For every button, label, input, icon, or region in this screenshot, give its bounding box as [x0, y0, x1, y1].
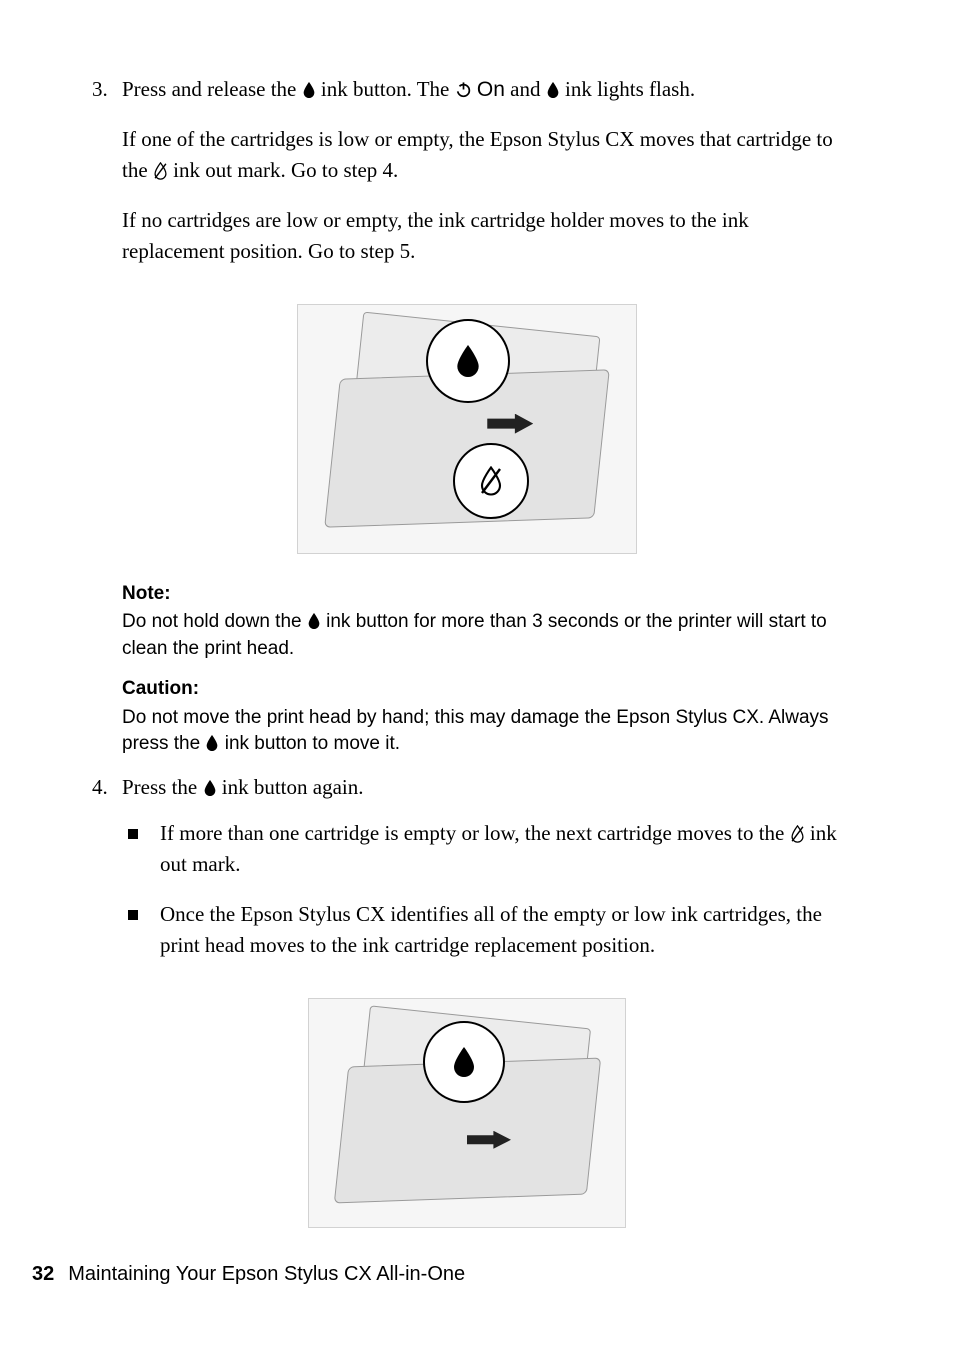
- step-3-number: 3.: [80, 74, 122, 286]
- square-bullet-icon: [122, 818, 160, 881]
- caution-body: Do not move the print head by hand; this…: [122, 705, 854, 758]
- square-bullet-icon: [122, 899, 160, 962]
- step-3-para-2: If one of the cartridges is low or empty…: [122, 124, 854, 187]
- ink-out-icon: [153, 158, 168, 182]
- bullet-2-text: Once the Epson Stylus CX identifies all …: [160, 899, 854, 962]
- list-item: If more than one cartridge is empty or l…: [122, 818, 854, 881]
- page-number: 32: [32, 1263, 54, 1285]
- text-fragment: ink button. The: [316, 77, 455, 101]
- text-fragment: ink button to move it.: [219, 733, 400, 754]
- text-fragment: ink button again.: [217, 775, 364, 799]
- ink-icon: [205, 733, 219, 754]
- text-fragment: Do not hold down the: [122, 611, 307, 632]
- figure-1: [297, 304, 637, 554]
- figure-2: [308, 998, 626, 1228]
- ink-icon: [302, 77, 316, 101]
- caution-block: Caution: Do not move the print head by h…: [122, 676, 854, 758]
- step-3-para-3: If no cartridges are low or empty, the i…: [122, 205, 854, 268]
- ink-icon: [546, 77, 560, 101]
- page-footer: 32 Maintaining Your Epson Stylus CX All-i…: [32, 1263, 465, 1286]
- caution-heading: Caution:: [122, 676, 854, 703]
- document-page: 3. Press and release the ink button. The…: [0, 0, 954, 1352]
- list-item: Once the Epson Stylus CX identifies all …: [122, 899, 854, 962]
- figure-2-row: [80, 998, 854, 1233]
- footer-section-title: Maintaining Your Epson Stylus CX All-in-…: [68, 1263, 465, 1285]
- text-fragment: Press the: [122, 775, 203, 799]
- note-heading: Note:: [122, 581, 854, 608]
- step-4-bullets: If more than one cartridge is empty or l…: [122, 818, 854, 962]
- text-fragment: and: [505, 77, 546, 101]
- figure-1-row: [80, 304, 854, 559]
- ink-out-icon: [790, 821, 805, 845]
- callout-ink-icon: [423, 1021, 505, 1103]
- text-fragment: Press and release the: [122, 77, 302, 101]
- power-icon: [455, 77, 472, 101]
- ink-icon: [307, 611, 321, 632]
- text-fragment: If more than one cartridge is empty or l…: [160, 821, 790, 845]
- step-4-para-1: Press the ink button again.: [122, 772, 854, 804]
- text-fragment: ink lights flash.: [560, 77, 695, 101]
- ink-icon: [203, 775, 217, 799]
- bullet-1-text: If more than one cartridge is empty or l…: [160, 818, 854, 881]
- note-body: Do not hold down the ink button for more…: [122, 609, 854, 662]
- step-3: 3. Press and release the ink button. The…: [80, 74, 854, 286]
- note-block: Note: Do not hold down the ink button fo…: [122, 581, 854, 663]
- step-4: 4. Press the ink button again. If more t…: [80, 772, 854, 980]
- step-4-body: Press the ink button again. If more than…: [122, 772, 854, 980]
- step-3-para-1: Press and release the ink button. The On…: [122, 74, 854, 106]
- text-fragment: ink out mark. Go to step 4.: [168, 158, 398, 182]
- step-3-body: Press and release the ink button. The On…: [122, 74, 854, 286]
- step-4-number: 4.: [80, 772, 122, 980]
- on-label: On: [477, 78, 505, 101]
